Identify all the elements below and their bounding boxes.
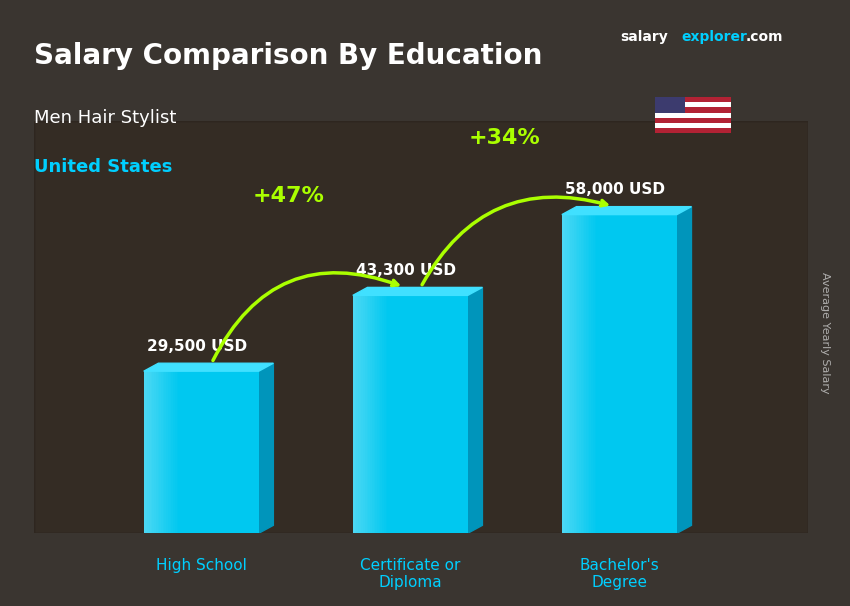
Bar — [379, 295, 381, 533]
Bar — [365, 295, 366, 533]
Bar — [654, 97, 685, 113]
Bar — [166, 371, 168, 533]
Bar — [587, 215, 589, 533]
Bar — [654, 97, 731, 102]
Text: Average Yearly Salary: Average Yearly Salary — [819, 273, 830, 394]
Bar — [172, 371, 173, 533]
Bar — [149, 371, 150, 533]
Bar — [377, 295, 379, 533]
Bar — [382, 295, 384, 533]
Bar — [144, 371, 145, 533]
FancyBboxPatch shape — [144, 371, 258, 533]
Bar — [565, 215, 567, 533]
Text: salary: salary — [620, 30, 668, 44]
Text: +34%: +34% — [468, 128, 541, 148]
Bar — [170, 371, 172, 533]
Bar — [354, 295, 356, 533]
Bar — [572, 215, 574, 533]
Text: 43,300 USD: 43,300 USD — [356, 263, 456, 278]
Text: Bachelor's
Degree: Bachelor's Degree — [580, 558, 660, 590]
Bar — [373, 295, 375, 533]
Bar — [368, 295, 370, 533]
Polygon shape — [258, 363, 274, 533]
Bar — [592, 215, 593, 533]
Polygon shape — [677, 207, 691, 533]
Text: +47%: +47% — [253, 187, 325, 207]
Polygon shape — [144, 363, 274, 371]
Polygon shape — [468, 287, 483, 533]
Bar — [654, 123, 731, 128]
Bar — [353, 295, 354, 533]
Bar — [157, 371, 159, 533]
Text: Certificate or
Diploma: Certificate or Diploma — [360, 558, 461, 590]
Bar — [654, 102, 731, 107]
Bar — [363, 295, 365, 533]
Bar — [577, 215, 579, 533]
Bar — [375, 295, 377, 533]
Bar — [579, 215, 581, 533]
Bar — [356, 295, 358, 533]
Bar — [654, 113, 731, 118]
Bar — [384, 295, 386, 533]
Bar — [370, 295, 371, 533]
Bar — [360, 295, 361, 533]
Bar — [358, 295, 360, 533]
Bar — [575, 215, 577, 533]
Bar — [586, 215, 587, 533]
Bar — [589, 215, 592, 533]
Bar — [654, 118, 731, 123]
Bar — [654, 107, 731, 113]
Text: Salary Comparison By Education: Salary Comparison By Education — [34, 42, 542, 70]
Bar — [154, 371, 156, 533]
Bar — [175, 371, 177, 533]
Bar — [569, 215, 570, 533]
FancyBboxPatch shape — [562, 215, 677, 533]
Bar — [570, 215, 572, 533]
Text: explorer: explorer — [682, 30, 747, 44]
Bar — [168, 371, 170, 533]
Bar — [654, 128, 731, 133]
Bar — [593, 215, 595, 533]
Text: Men Hair Stylist: Men Hair Stylist — [34, 109, 177, 127]
Text: United States: United States — [34, 158, 173, 176]
Text: .com: .com — [745, 30, 783, 44]
Bar — [156, 371, 157, 533]
Bar — [371, 295, 373, 533]
Polygon shape — [353, 287, 483, 295]
Bar — [162, 371, 164, 533]
Bar — [34, 121, 807, 533]
Bar — [581, 215, 582, 533]
Polygon shape — [562, 207, 691, 215]
Bar — [173, 371, 175, 533]
Text: High School: High School — [156, 558, 246, 573]
Bar — [567, 215, 569, 533]
Bar — [164, 371, 166, 533]
Bar — [582, 215, 584, 533]
Bar — [562, 215, 564, 533]
Bar — [147, 371, 149, 533]
Bar — [386, 295, 388, 533]
Bar — [381, 295, 382, 533]
Text: 58,000 USD: 58,000 USD — [565, 182, 666, 197]
Bar — [152, 371, 154, 533]
Bar — [145, 371, 147, 533]
FancyBboxPatch shape — [353, 295, 468, 533]
Bar — [366, 295, 368, 533]
Bar — [564, 215, 565, 533]
Bar — [595, 215, 597, 533]
Bar — [361, 295, 363, 533]
Bar — [161, 371, 162, 533]
Bar — [574, 215, 575, 533]
Bar — [150, 371, 152, 533]
Bar — [177, 371, 178, 533]
Text: 29,500 USD: 29,500 USD — [147, 339, 247, 354]
Bar — [159, 371, 161, 533]
Bar — [584, 215, 586, 533]
